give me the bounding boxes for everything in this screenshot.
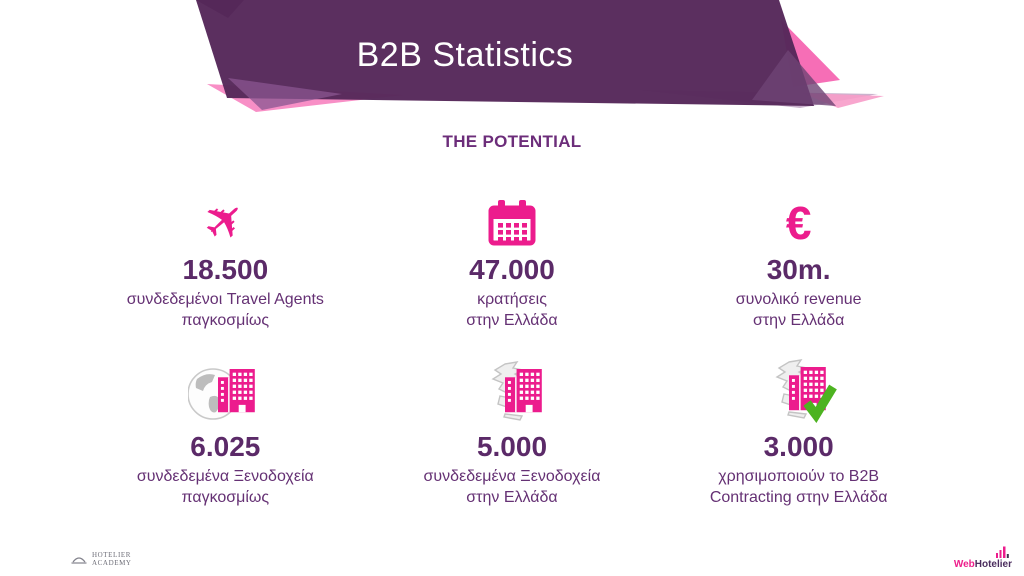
logo-web: Web — [953, 559, 975, 570]
webhotelier-logo: WebHotelier — [954, 545, 1012, 570]
stat-revenue: € 30m. συνολικό revenue στην Ελλάδα — [655, 180, 942, 331]
stat-value: 5.000 — [476, 431, 548, 462]
stat-caption: χρησιμοποιούν το B2B Contracting στην Ελ… — [709, 468, 888, 506]
stat-caption: συνδεδεμένοι Travel Agents παγκοσμίως — [126, 291, 324, 329]
section-subtitle: THE POTENTIAL — [442, 132, 582, 151]
page-title: B2B Statistics — [356, 36, 574, 74]
calendar-icon — [488, 200, 536, 246]
stat-hotels-greece: 5.000 συνδεδεμένα Ξενοδοχεία στην Ελλάδα — [369, 357, 656, 508]
stat-caption: συνδεδεμένα Ξενοδοχεία παγκοσμίως — [136, 468, 314, 506]
hotelier-academy-icon — [71, 556, 87, 564]
airplane-icon: ✈ — [190, 185, 261, 257]
bar-chart-icon — [996, 546, 1009, 558]
logo-hotelier: Hotelier — [974, 559, 1012, 570]
greece-hotel-icon — [492, 361, 542, 421]
euro-icon: € — [785, 197, 812, 249]
stats-grid: ✈ 18.500 συνδεδεμένοι Travel Agents παγκ… — [82, 180, 942, 508]
stat-bookings: 47.000 κρατήσεις στην Ελλάδα — [369, 180, 656, 331]
logo-line-1: HOTELIER — [92, 551, 132, 559]
stat-value: 6.025 — [190, 431, 261, 462]
logo-line-2: ACADEMY — [92, 559, 132, 567]
stat-caption: συνολικό revenue στην Ελλάδα — [735, 291, 862, 329]
globe-hotel-icon — [188, 368, 256, 420]
stat-value: 18.500 — [182, 254, 269, 285]
stat-value: 3.000 — [763, 431, 834, 462]
greece-hotel-check-icon — [775, 359, 837, 423]
header-banner-graphic — [196, 0, 884, 112]
stat-caption: συνδεδεμένα Ξενοδοχεία στην Ελλάδα — [423, 468, 601, 506]
check-icon — [803, 384, 837, 423]
stat-value: 30m. — [766, 254, 831, 285]
stat-caption: κρατήσεις στην Ελλάδα — [466, 291, 558, 329]
hotelier-academy-logo: HOTELIER ACADEMY — [70, 551, 132, 567]
stat-hotels-worldwide: 6.025 συνδεδεμένα Ξενοδοχεία παγκοσμίως — [82, 357, 369, 508]
stat-b2b-contracting: 3.000 χρησιμοποιούν το B2B Contracting σ… — [655, 357, 942, 508]
stat-value: 47.000 — [469, 254, 555, 285]
stat-travel-agents: ✈ 18.500 συνδεδεμένοι Travel Agents παγκ… — [82, 180, 369, 331]
